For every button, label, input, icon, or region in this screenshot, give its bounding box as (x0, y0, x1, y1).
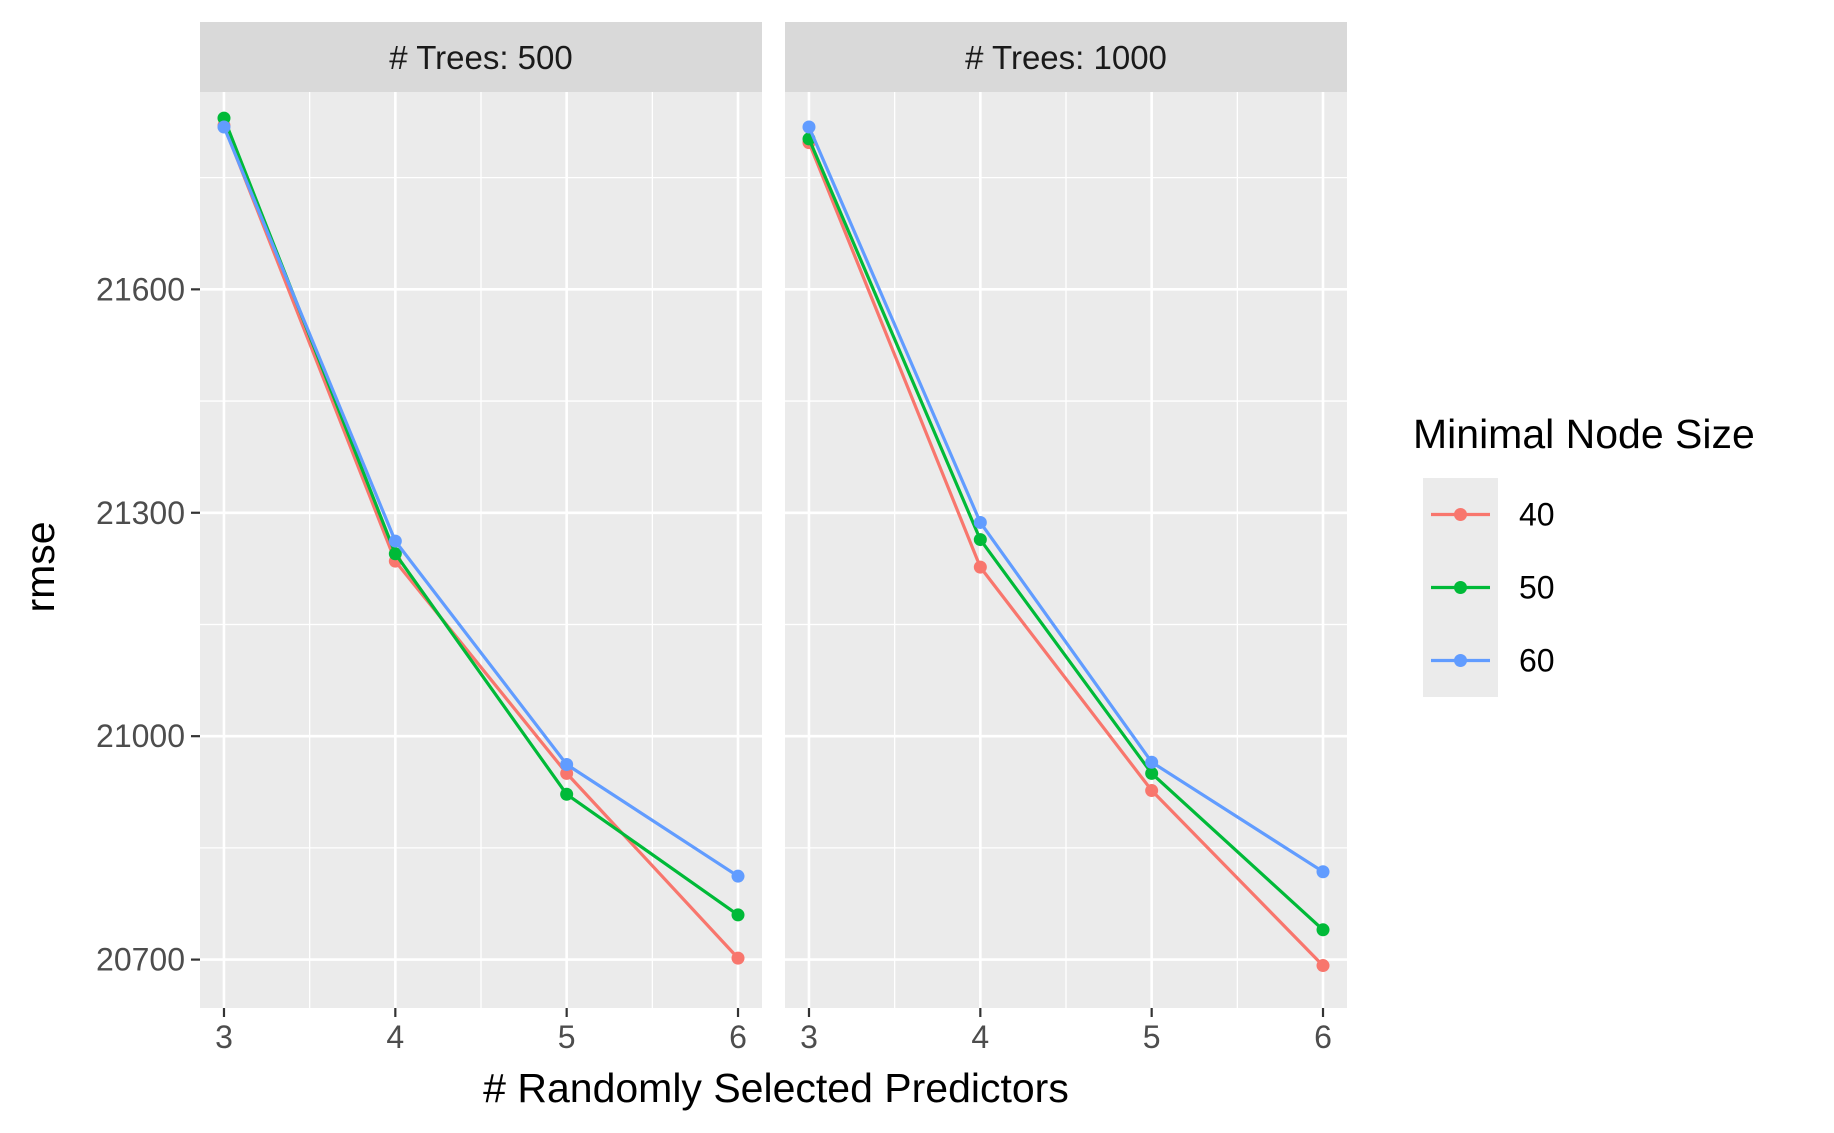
facet-strip (200, 22, 762, 92)
series-60 (217, 120, 745, 883)
x-tick-label: 5 (1143, 1019, 1161, 1055)
facet-strip-label: # Trees: 500 (389, 39, 572, 76)
x-axis-title: # Randomly Selected Predictors (483, 1065, 1069, 1111)
facet-panel-2: # Trees: 1000 3 4 5 6 (785, 22, 1347, 1055)
data-point-50-x6 (1316, 923, 1330, 937)
x-tick-label: 6 (1314, 1019, 1332, 1055)
data-point-60-x4 (388, 534, 402, 548)
data-point-60-x6 (1316, 865, 1330, 879)
legend-label-60: 60 (1519, 643, 1555, 679)
x-tick-label: 4 (386, 1019, 404, 1055)
data-point-60-x5 (1145, 755, 1159, 769)
x-tick-label: 3 (215, 1019, 233, 1055)
chart-panels: # Trees: 500 3 4 5 6 # Trees: 1000 3 4 5 6 (200, 22, 1347, 1055)
legend-title: Minimal Node Size (1413, 411, 1755, 457)
y-tick-label: 21300 (96, 495, 185, 531)
series-line-60 (807, 126, 1324, 874)
x-tick-label: 6 (729, 1019, 747, 1055)
legend-label-40: 40 (1519, 497, 1555, 533)
facet-panel-1: # Trees: 500 3 4 5 6 (200, 22, 762, 1055)
data-point-40-x5 (1145, 784, 1159, 798)
facet-strip (785, 22, 1347, 92)
data-point-60-x4 (973, 515, 987, 529)
series-line-40 (222, 124, 740, 960)
y-tick-label: 21600 (96, 271, 185, 307)
facet-strip-label: # Trees: 1000 (965, 39, 1167, 76)
data-point-50-x5 (560, 787, 574, 801)
series-line-60 (222, 126, 739, 878)
data-point-50-x3 (217, 111, 231, 125)
y-axis: 20700 21000 21300 21600 (96, 271, 200, 978)
legend-key-point-40 (1454, 508, 1467, 521)
data-point-50-x4 (388, 547, 402, 561)
data-point-60-x6 (731, 869, 745, 883)
series-line-50 (807, 138, 1325, 931)
series-60 (802, 120, 1330, 879)
y-axis-title: rmse (17, 521, 63, 612)
data-point-40-x5 (560, 766, 574, 780)
legend-label-50: 50 (1519, 570, 1555, 606)
y-tick-label: 21000 (96, 718, 185, 754)
data-point-50-x6 (731, 908, 745, 922)
data-point-60-x5 (560, 757, 574, 771)
data-point-40-x6 (1316, 959, 1330, 973)
legend-key-point-60 (1454, 654, 1467, 667)
x-tick-label: 4 (971, 1019, 989, 1055)
y-tick-label: 20700 (96, 942, 185, 978)
data-point-40-x6 (731, 951, 745, 965)
data-point-60-x3 (217, 120, 231, 134)
legend: Minimal Node Size 40 50 60 (1413, 411, 1755, 697)
data-point-40-x4 (973, 560, 987, 574)
data-point-50-x5 (1145, 766, 1159, 780)
series-50 (802, 132, 1330, 937)
x-tick-label: 3 (800, 1019, 818, 1055)
data-point-60-x3 (802, 120, 816, 134)
data-point-50-x4 (973, 533, 987, 547)
legend-key-point-50 (1454, 581, 1467, 594)
series-line-40 (807, 142, 1325, 967)
x-tick-label: 5 (558, 1019, 576, 1055)
